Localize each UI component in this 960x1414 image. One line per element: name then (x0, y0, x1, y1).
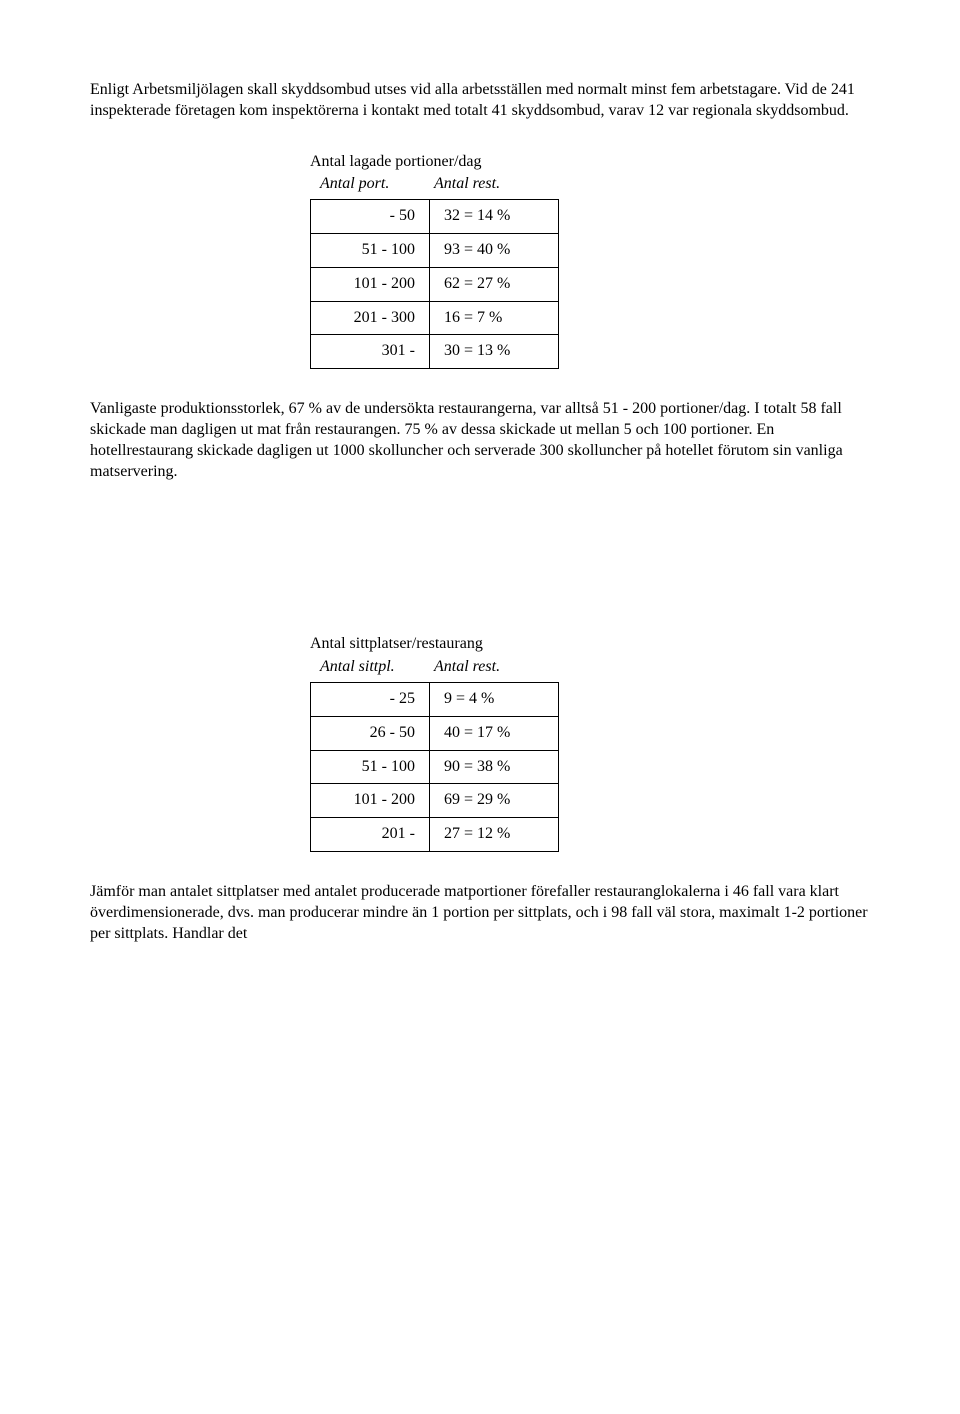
table-row: - 50 32 = 14 % (311, 200, 559, 234)
table-portions: Antal lagade portioner/dag Antal port. A… (310, 152, 870, 370)
table-row: 101 - 200 62 = 27 % (311, 267, 559, 301)
table-row: 201 - 27 = 12 % (311, 818, 559, 852)
table-row: 201 - 300 16 = 7 % (311, 301, 559, 335)
table-cell: 26 - 50 (311, 716, 430, 750)
table-seats-title: Antal sittplatser/restaurang (310, 634, 870, 655)
table-portions-head-left: Antal port. (310, 174, 430, 195)
table-row: 301 - 30 = 13 % (311, 335, 559, 369)
table-cell: 9 = 4 % (430, 682, 559, 716)
table-cell: 32 = 14 % (430, 200, 559, 234)
table-cell: 40 = 17 % (430, 716, 559, 750)
table-cell: 62 = 27 % (430, 267, 559, 301)
table-seats: Antal sittplatser/restaurang Antal sittp… (310, 634, 870, 852)
table-cell: - 50 (311, 200, 430, 234)
table-cell: 27 = 12 % (430, 818, 559, 852)
table-row: 51 - 100 93 = 40 % (311, 233, 559, 267)
table-cell: 51 - 100 (311, 233, 430, 267)
table-portions-head-right: Antal rest. (434, 174, 500, 195)
table-seats-grid: - 25 9 = 4 % 26 - 50 40 = 17 % 51 - 100 … (310, 682, 559, 852)
table-row: - 25 9 = 4 % (311, 682, 559, 716)
table-cell: 101 - 200 (311, 267, 430, 301)
table-cell: 93 = 40 % (430, 233, 559, 267)
table-portions-subhead: Antal port. Antal rest. (310, 174, 870, 195)
table-seats-head-left: Antal sittpl. (310, 657, 430, 678)
table-cell: 16 = 7 % (430, 301, 559, 335)
table-row: 51 - 100 90 = 38 % (311, 750, 559, 784)
paragraph-intro: Enligt Arbetsmiljölagen skall skyddsombu… (90, 80, 870, 122)
table-seats-subhead: Antal sittpl. Antal rest. (310, 657, 870, 678)
table-cell: 201 - 300 (311, 301, 430, 335)
table-cell: 90 = 38 % (430, 750, 559, 784)
paragraph-compare: Jämför man antalet sittplatser med antal… (90, 882, 870, 944)
table-seats-head-right: Antal rest. (434, 657, 500, 678)
table-row: 26 - 50 40 = 17 % (311, 716, 559, 750)
table-cell: - 25 (311, 682, 430, 716)
table-cell: 69 = 29 % (430, 784, 559, 818)
paragraph-production: Vanligaste produktionsstorlek, 67 % av d… (90, 399, 870, 482)
table-portions-title: Antal lagade portioner/dag (310, 152, 870, 173)
table-cell: 201 - (311, 818, 430, 852)
table-cell: 301 - (311, 335, 430, 369)
table-cell: 101 - 200 (311, 784, 430, 818)
table-cell: 30 = 13 % (430, 335, 559, 369)
table-cell: 51 - 100 (311, 750, 430, 784)
table-portions-grid: - 50 32 = 14 % 51 - 100 93 = 40 % 101 - … (310, 199, 559, 369)
table-row: 101 - 200 69 = 29 % (311, 784, 559, 818)
